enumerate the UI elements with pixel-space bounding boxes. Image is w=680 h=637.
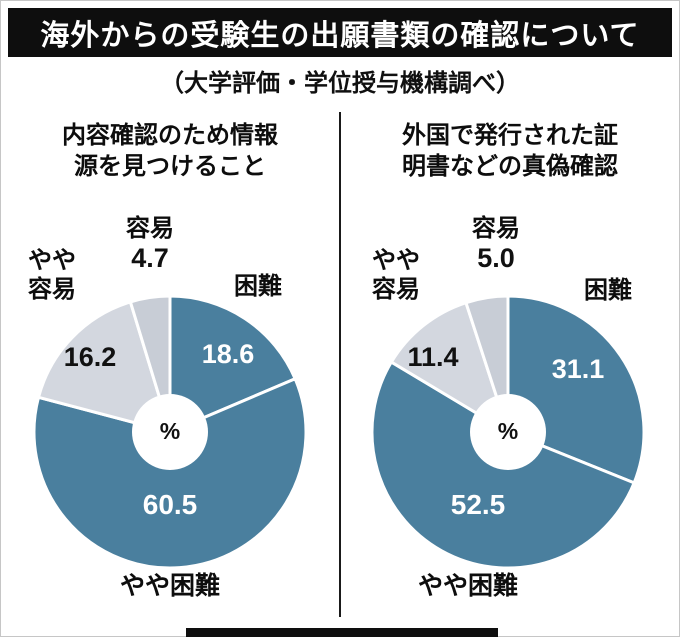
easy-value: 4.7 bbox=[131, 243, 169, 273]
difficult-value: 18.6 bbox=[201, 339, 255, 369]
chart-title-line1: 外国で発行された証 bbox=[402, 122, 618, 149]
label-easy: 容易 5.0 bbox=[456, 214, 536, 273]
label-somewhat-easy: やや 容易 bbox=[8, 246, 96, 304]
somewhat-difficult-value: 60.5 bbox=[142, 489, 198, 520]
difficult-value: 31.1 bbox=[551, 354, 605, 384]
chart-title-line1: 内容確認のため情報 bbox=[62, 122, 278, 149]
somewhat-difficult-label: やや困難 bbox=[417, 572, 518, 600]
easy-label: 容易 bbox=[472, 215, 520, 242]
difficult-label: 困難 bbox=[234, 273, 282, 300]
subtitle: （大学評価・学位授与機構調べ） bbox=[160, 70, 520, 97]
chart-title-line2: 明書などの真偽確認 bbox=[402, 153, 618, 180]
pie-chart-area-left: % 容易 4.7 やや 容易 16.2 困難 18.6 60.5 やや困難 bbox=[0, 184, 340, 632]
chart-section-info-source: 内容確認のため情報 源を見つけること % 容易 4.7 やや 容易 16.2 困… bbox=[0, 112, 340, 632]
easy-value: 5.0 bbox=[477, 243, 515, 273]
somewhat-easy-label-line1: やや bbox=[372, 247, 420, 274]
chart-title-right: 外国で発行された証 明書などの真偽確認 bbox=[340, 120, 680, 182]
label-somewhat-easy: やや 容易 bbox=[352, 246, 440, 304]
somewhat-easy-label-line2: 容易 bbox=[28, 276, 76, 303]
somewhat-easy-value: 11.4 bbox=[407, 342, 459, 372]
somewhat-easy-value: 16.2 bbox=[63, 342, 117, 372]
vertical-divider bbox=[339, 112, 341, 617]
pie-chart-left bbox=[32, 294, 308, 570]
bottom-bar bbox=[186, 628, 498, 637]
label-easy: 容易 4.7 bbox=[110, 214, 190, 273]
difficult-label: 困難 bbox=[584, 277, 632, 304]
somewhat-difficult-value: 52.5 bbox=[450, 489, 506, 520]
page-title: 海外からの受験生の出願書類の確認について bbox=[40, 19, 640, 52]
title-bar: 海外からの受験生の出願書類の確認について bbox=[8, 8, 672, 57]
chart-title-left: 内容確認のため情報 源を見つけること bbox=[0, 120, 340, 182]
somewhat-easy-label-line1: やや bbox=[28, 247, 76, 274]
pie-center-percent-label: % bbox=[159, 418, 181, 444]
somewhat-difficult-label: やや困難 bbox=[119, 572, 220, 600]
pie-center-percent-label: % bbox=[497, 418, 519, 444]
pie-chart-area-right: % 容易 5.0 やや 容易 11.4 困難 31.1 52.5 やや困難 bbox=[340, 184, 680, 632]
pie-chart-right bbox=[370, 294, 646, 570]
chart-title-line2: 源を見つけること bbox=[74, 153, 266, 180]
chart-section-certificate-verification: 外国で発行された証 明書などの真偽確認 % 容易 5.0 やや 容易 11.4 … bbox=[340, 112, 680, 632]
somewhat-easy-label-line2: 容易 bbox=[372, 276, 420, 303]
easy-label: 容易 bbox=[126, 215, 174, 242]
